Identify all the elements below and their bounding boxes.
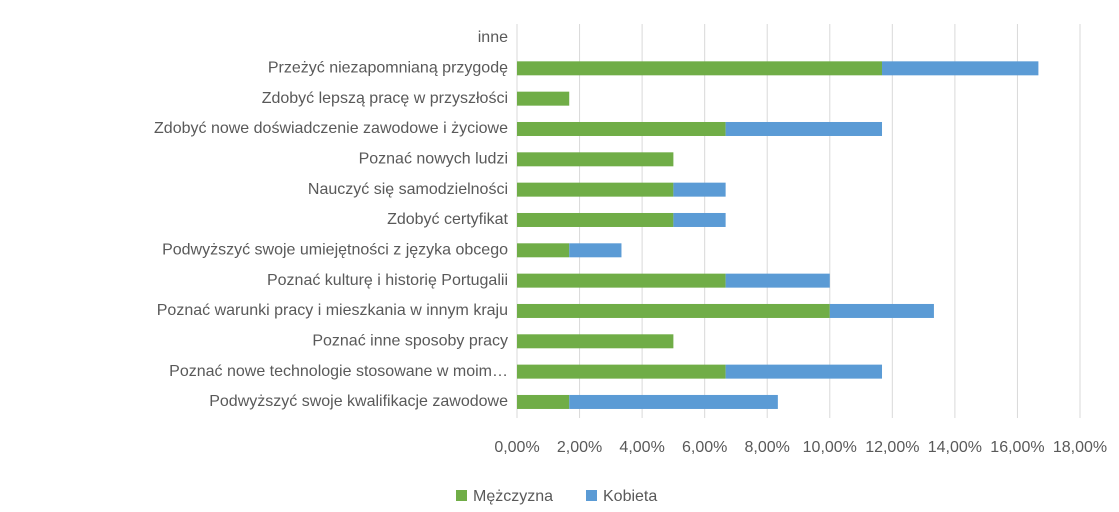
legend-label: Mężczyzna [473,488,553,505]
bar-segment [517,91,570,106]
bar-segment [673,182,726,197]
bar-segment [517,394,570,409]
legend-label: Kobieta [603,488,657,505]
y-tick-label: Zdobyć certyfikat [387,211,508,228]
legend-swatch [456,490,467,501]
bar-segment [517,303,830,318]
legend-swatch [586,490,597,501]
x-tick-label: 2,00% [557,439,602,456]
bar-segment [517,61,883,76]
bar-segment [517,334,674,349]
y-tick-label: Poznać nowe technologie stosowane w moim… [169,363,508,380]
x-tick-label: 14,00% [928,439,982,456]
y-tick-label: Zdobyć lepszą pracę w przyszłości [262,90,508,107]
y-tick-label: inne [478,29,508,46]
y-tick-label: Zdobyć nowe doświadczenie zawodowe i życ… [154,120,508,137]
bar-segment [725,121,883,136]
y-tick-label: Podwyższyć swoje kwalifikacje zawodowe [209,393,508,410]
x-tick-label: 10,00% [803,439,857,456]
y-tick-label: Poznać kulturę i historię Portugalii [267,272,508,289]
bar-segment [517,273,726,288]
bar-segment [569,243,622,258]
x-tick-label: 12,00% [865,439,919,456]
bar-segment [517,182,674,197]
bar-segment [725,364,883,379]
bar-segment [725,273,830,288]
x-tick-label: 6,00% [682,439,727,456]
y-tick-label: Poznać nowych ludzi [359,151,508,168]
bar-segment [829,303,934,318]
bar-segment [517,364,726,379]
y-tick-label: Nauczyć się samodzielności [308,181,508,198]
y-tick-label: Podwyższyć swoje umiejętności z języka o… [162,242,508,259]
bar-segment [882,61,1039,76]
y-tick-label: Poznać warunki pracy i mieszkania w inny… [157,302,508,319]
x-tick-label: 16,00% [990,439,1044,456]
x-tick-label: 4,00% [619,439,664,456]
x-tick-label: 8,00% [745,439,790,456]
bar-segment [517,121,726,136]
x-tick-label: 18,00% [1053,439,1107,456]
y-tick-label: Poznać inne sposoby pracy [312,333,508,350]
bar-segment [517,152,674,167]
bar-segment [517,243,570,258]
bar-segment [673,212,726,227]
x-tick-label: 0,00% [494,439,539,456]
bar-segment [517,212,674,227]
y-tick-label: Przeżyć niezapomnianą przygodę [268,60,508,77]
bar-segment [569,394,778,409]
